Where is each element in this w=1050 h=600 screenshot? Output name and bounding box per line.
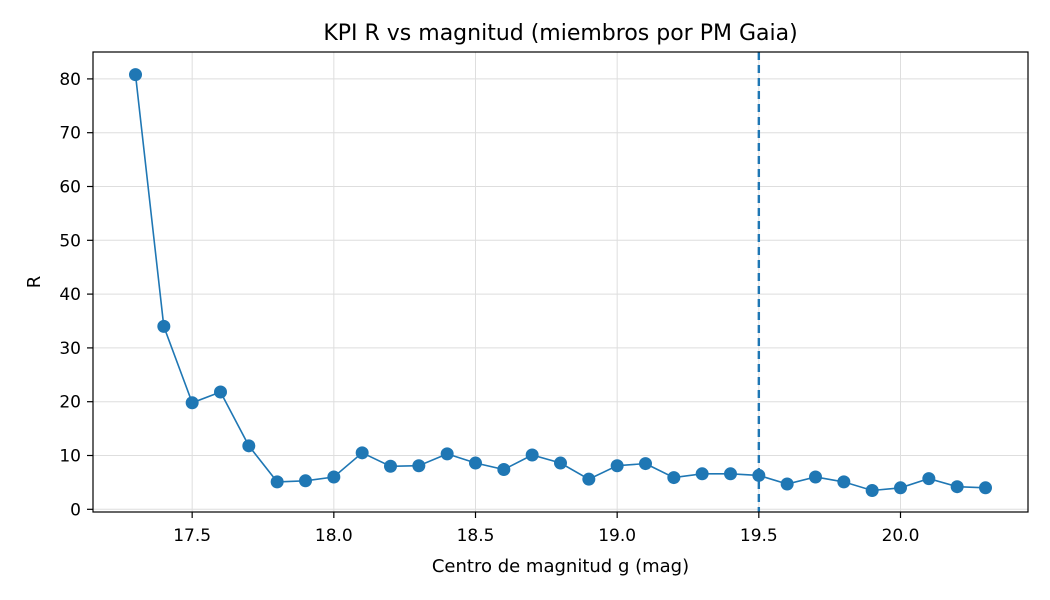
data-point bbox=[242, 439, 256, 453]
y-axis-label: R bbox=[24, 276, 45, 289]
x-axis: 17.5 18.0 18.5 19.0 19.5 20.0 bbox=[173, 512, 919, 546]
data-point bbox=[554, 456, 567, 470]
data-point bbox=[752, 468, 766, 482]
data-point bbox=[809, 470, 822, 484]
data-point bbox=[865, 483, 879, 497]
data-point bbox=[525, 448, 539, 462]
data-point bbox=[497, 462, 511, 476]
y-tick-label: 50 bbox=[59, 231, 81, 251]
data-point bbox=[582, 472, 596, 486]
data-point bbox=[979, 481, 992, 495]
data-point bbox=[894, 481, 907, 495]
data-point bbox=[270, 475, 284, 489]
data-point bbox=[440, 447, 454, 461]
x-tick-label: 18.5 bbox=[457, 526, 495, 546]
x-tick-label: 18.0 bbox=[315, 526, 353, 546]
data-point bbox=[299, 474, 312, 488]
data-point bbox=[639, 457, 652, 471]
x-tick-label: 20.0 bbox=[882, 526, 920, 546]
data-point bbox=[780, 477, 794, 491]
x-tick-label: 17.5 bbox=[173, 526, 211, 546]
data-point bbox=[157, 319, 171, 333]
x-tick-label: 19.0 bbox=[598, 526, 636, 546]
y-tick-label: 70 bbox=[59, 124, 81, 144]
data-point bbox=[695, 467, 709, 481]
data-point bbox=[610, 459, 624, 473]
y-tick-label: 20 bbox=[59, 393, 81, 413]
y-tick-label: 40 bbox=[59, 285, 81, 305]
chart-title: KPI R vs magnitud (miembros por PM Gaia) bbox=[323, 21, 797, 46]
grid bbox=[93, 52, 1028, 512]
y-tick-label: 30 bbox=[59, 339, 81, 359]
data-point bbox=[355, 446, 369, 460]
y-tick-label: 10 bbox=[59, 447, 81, 467]
series-group bbox=[129, 68, 992, 497]
data-point bbox=[922, 472, 936, 486]
x-tick-label: 19.5 bbox=[740, 526, 778, 546]
y-tick-label: 80 bbox=[59, 70, 81, 90]
plot-frame bbox=[92, 51, 1029, 513]
data-point bbox=[327, 470, 341, 484]
data-point bbox=[412, 459, 426, 473]
y-axis: 0 10 20 30 40 50 60 70 80 bbox=[59, 70, 93, 520]
data-point bbox=[837, 475, 851, 489]
data-point bbox=[185, 396, 199, 410]
data-point bbox=[950, 480, 964, 494]
x-axis-label: Centro de magnitud g (mag) bbox=[432, 556, 689, 577]
data-point bbox=[469, 456, 482, 470]
y-tick-label: 0 bbox=[70, 500, 81, 520]
data-point bbox=[724, 467, 737, 481]
data-point bbox=[384, 459, 397, 473]
data-point bbox=[667, 471, 681, 485]
data-point bbox=[214, 385, 227, 399]
y-tick-label: 60 bbox=[59, 178, 81, 198]
data-point bbox=[129, 68, 142, 82]
